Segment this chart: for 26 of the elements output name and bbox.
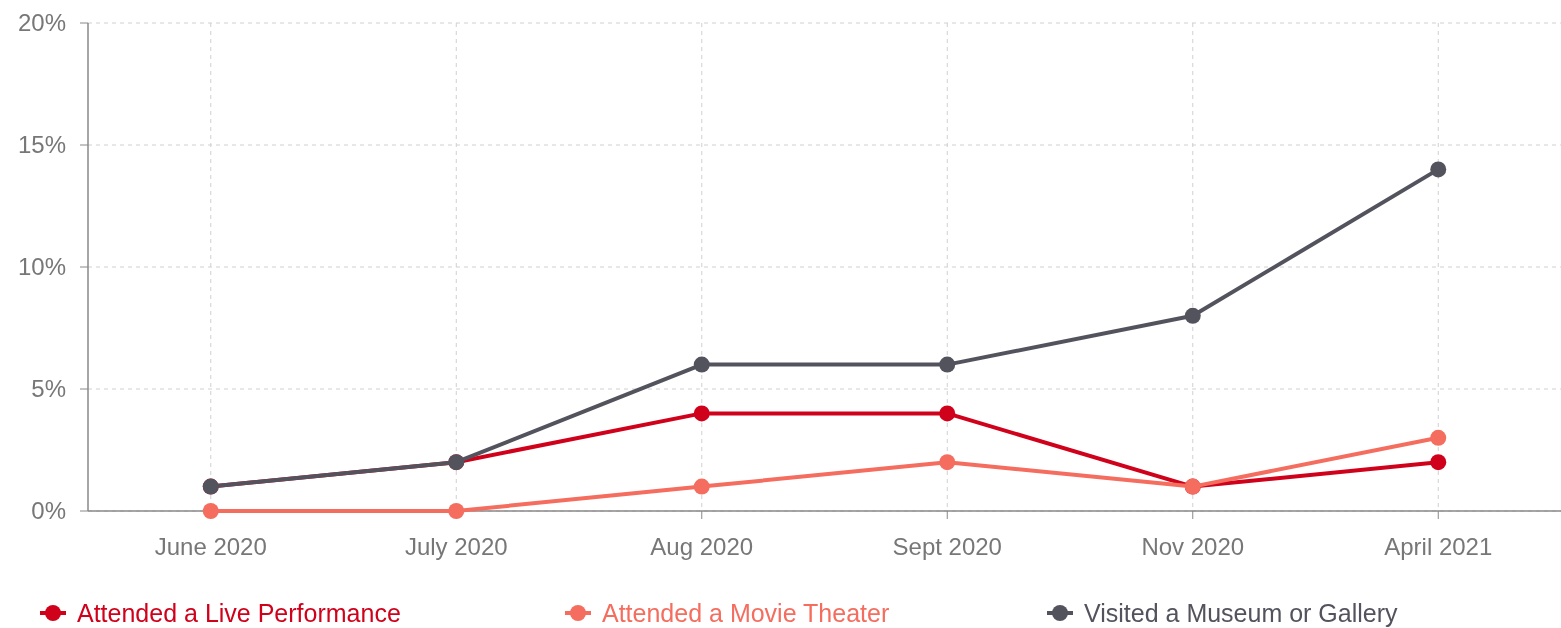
point <box>939 405 956 422</box>
point <box>939 454 956 471</box>
y-tick-label: 5% <box>31 375 66 403</box>
legend-label: Visited a Museum or Gallery <box>1084 598 1399 627</box>
point <box>693 356 710 373</box>
x-tick-label: July 2020 <box>404 533 508 560</box>
y-tick-label: 15% <box>17 131 66 159</box>
point <box>939 356 956 373</box>
point <box>448 503 465 519</box>
legend-label: Attended a Live Performance <box>77 598 401 627</box>
y-tick-label: 10% <box>17 253 66 281</box>
x-tick-label: April 2021 <box>1384 533 1493 560</box>
point <box>1430 429 1447 446</box>
y-tick-label: 0% <box>31 497 66 525</box>
legend-label: Attended a Movie Theater <box>602 598 890 627</box>
point <box>202 503 219 519</box>
x-tick-label: Sept 2020 <box>892 533 1002 560</box>
point <box>693 405 710 422</box>
x-tick-label: Aug 2020 <box>650 533 754 560</box>
x-tick-label: June 2020 <box>154 533 267 560</box>
x-tick-label: Nov 2020 <box>1141 533 1245 560</box>
point <box>1184 307 1201 324</box>
point <box>1430 454 1447 471</box>
y-tick-label: 20% <box>17 9 66 37</box>
point <box>1430 161 1447 178</box>
point <box>693 478 710 495</box>
